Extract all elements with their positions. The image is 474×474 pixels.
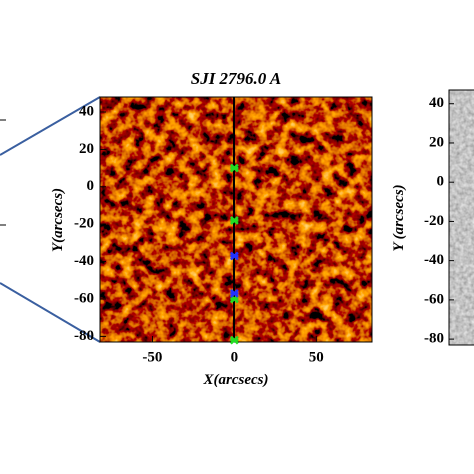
marker	[229, 251, 239, 261]
chart-title: SJI 2796.0 A	[191, 69, 282, 88]
y-axis-label: Y (arcsecs)	[391, 184, 407, 251]
x-tick-label: 50	[309, 349, 324, 365]
y-tick-label: -60	[424, 291, 444, 307]
y-tick-label: 20	[79, 141, 94, 157]
marker	[229, 216, 239, 225]
y-tick-label: 40	[429, 95, 444, 111]
magnetogram	[449, 90, 474, 345]
y-tick-label: -80	[424, 331, 444, 347]
y-tick-label: 0	[87, 178, 95, 194]
x-tick-label: 0	[231, 349, 239, 365]
y-tick-label: -20	[74, 216, 94, 232]
y-tick-label: 40	[79, 103, 94, 119]
zoom-line	[0, 96, 101, 156]
plot-frame	[448, 89, 474, 346]
y-axis-label: Y(arcsecs)	[50, 188, 66, 252]
marker	[229, 335, 239, 345]
y-tick-label: -40	[424, 252, 444, 268]
marker	[229, 163, 239, 173]
y-tick-label: -40	[74, 253, 94, 269]
zoom-line	[0, 282, 101, 343]
y-tick-label: -60	[74, 290, 94, 306]
marker	[229, 288, 239, 298]
y-tick-label: -80	[74, 328, 94, 344]
x-tick-label: -50	[142, 349, 162, 365]
y-tick-label: -20	[424, 213, 444, 229]
x-axis-label: X(arcsecs)	[203, 372, 269, 388]
y-tick-label: 0	[437, 174, 445, 190]
y-tick-label: 20	[429, 134, 444, 150]
